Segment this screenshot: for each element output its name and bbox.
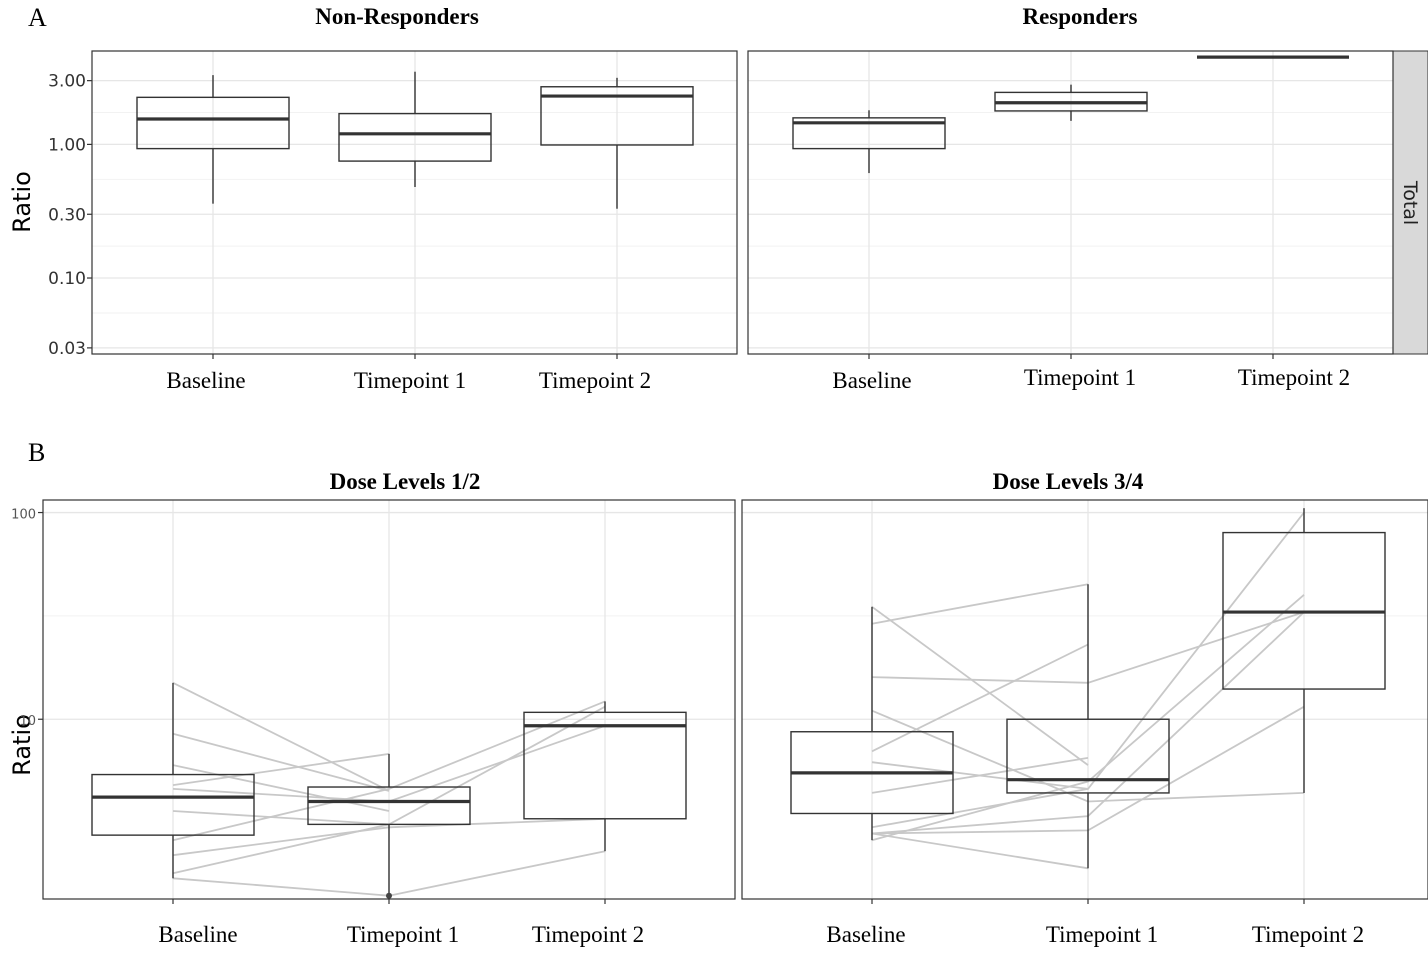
box-timepoint-2 [1222, 508, 1386, 793]
facet-strip-label: Total [1399, 180, 1421, 225]
box-timepoint-1 [338, 71, 492, 187]
box-baseline [136, 75, 290, 204]
box-timepoint-1 [307, 753, 471, 896]
y-axis-title-b: Ratio [8, 714, 36, 776]
facet-title-dose-12: Dose Levels 1/2 [330, 469, 481, 494]
y-tick-label: 3.00 [48, 72, 86, 92]
box-baseline [790, 606, 954, 841]
box-timepoint-2 [523, 701, 687, 852]
x-tick-label: Baseline [166, 368, 245, 393]
x-tick-label: Baseline [826, 922, 905, 947]
y-tick-label: 0.10 [48, 269, 86, 289]
subject-trajectory [871, 643, 1089, 753]
subject-trajectory [172, 753, 390, 786]
facet-strip [1392, 50, 1428, 355]
x-tick-label: Baseline [832, 368, 911, 393]
y-tick-label: 0.03 [48, 339, 86, 359]
box-body [91, 773, 255, 836]
box-timepoint-1 [994, 84, 1148, 121]
x-tick-label: Timepoint 2 [532, 922, 644, 947]
x-tick-label: Timepoint 1 [347, 922, 459, 947]
subject-trajectory [172, 700, 606, 842]
panel-label-b: B [28, 438, 45, 467]
subject-trajectory [172, 681, 390, 792]
subject-trajectory [871, 606, 1089, 766]
subject-trajectory [871, 583, 1089, 625]
y-tick-label: 10 [19, 714, 36, 729]
box-baseline [91, 682, 255, 879]
subject-trajectory [172, 810, 390, 826]
subject-trajectory [871, 511, 1305, 829]
box-body [792, 117, 946, 150]
facet-title-dose-34: Dose Levels 3/4 [993, 469, 1144, 494]
x-tick-label: Timepoint 2 [1252, 922, 1364, 947]
subject-trajectory [871, 757, 1089, 794]
y-axis-title-a: Ratio [8, 171, 36, 233]
box-timepoint-2 [540, 77, 694, 209]
x-tick-label: Timepoint 1 [1046, 922, 1158, 947]
y-tick-label: 1.00 [48, 135, 86, 155]
panel-border [741, 499, 1428, 900]
panel-label-a: A [28, 3, 47, 32]
box-body [307, 786, 471, 826]
subject-trajectory [172, 764, 390, 812]
x-tick-label: Timepoint 1 [1024, 365, 1136, 390]
x-tick-label: Timepoint 2 [1238, 365, 1350, 390]
box-body [540, 86, 694, 146]
box-timepoint-1 [1006, 584, 1170, 869]
outlier-point [386, 892, 392, 899]
y-tick-label: 0.30 [48, 205, 86, 225]
box-body [338, 112, 492, 162]
subject-trajectory [172, 732, 390, 792]
subject-trajectory [871, 832, 1089, 870]
facet-title-responders: Responders [1022, 4, 1137, 29]
box-body [1006, 718, 1170, 794]
x-tick-label: Timepoint 1 [354, 368, 466, 393]
box-body [136, 96, 290, 150]
x-tick-label: Timepoint 2 [539, 368, 651, 393]
box-body [523, 711, 687, 820]
panel-background [742, 500, 1428, 899]
box-baseline [792, 110, 946, 174]
plot-layer: Baseline Timepoint 1 Timepoint 2 0.03 0.10 0.… [11, 50, 1428, 947]
facet-title-nonresponders: Non-Responders [315, 4, 479, 29]
x-tick-label: Baseline [158, 922, 237, 947]
y-tick-label: 100 [11, 508, 36, 523]
subject-trajectory [871, 594, 1305, 842]
